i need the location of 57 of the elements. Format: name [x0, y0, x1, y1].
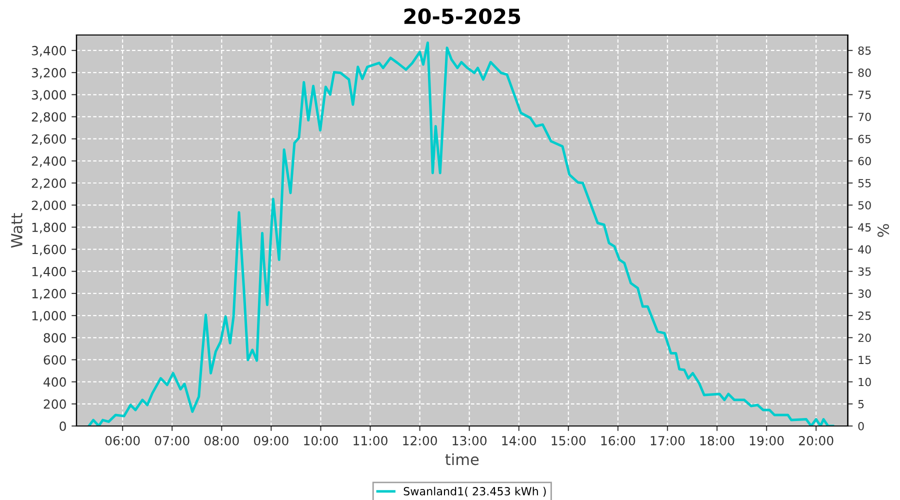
y2-tick-label: 60: [858, 156, 871, 166]
x-tick-label: 14:00: [502, 436, 536, 446]
y2-tick-label: 55: [858, 179, 871, 188]
y2-tick-label: 80: [858, 68, 871, 77]
x-tick-label: 13:00: [452, 436, 487, 446]
chart-title: 20-5-2025: [404, 8, 520, 24]
y-tick-label: 2,600: [32, 134, 66, 146]
y-tick-label: 1,400: [32, 266, 66, 278]
x-tick-label: 11:00: [354, 436, 388, 446]
y-tick-label: 3,200: [32, 68, 66, 79]
y-tick-label: 400: [44, 377, 66, 387]
y-tick-label: 1,200: [32, 288, 66, 300]
y2-tick-label: 20: [858, 334, 871, 342]
y-tick-label: 600: [44, 355, 66, 365]
x-tick-label: 16:00: [601, 436, 636, 446]
line-series: [88, 41, 834, 426]
y-tick-label: 0: [60, 421, 66, 431]
x-tick-label: 15:00: [552, 436, 586, 446]
y2-tick-label: 10: [858, 378, 871, 386]
y2-tick-label: 50: [858, 201, 871, 210]
y2-tick-label: 0: [858, 422, 864, 430]
x-tick-label: 06:00: [105, 436, 140, 446]
y-tick-label: 1,600: [32, 244, 66, 256]
x-axis-title: time: [445, 453, 479, 466]
y2-tick-label: 65: [858, 134, 871, 144]
y2-tick-label: 85: [858, 46, 871, 55]
y-tick-label: 2,000: [32, 200, 66, 212]
x-tick-label: 18:00: [700, 436, 734, 446]
y-tick-label: 1,000: [32, 311, 66, 322]
x-tick-label: 09:00: [254, 436, 288, 446]
x-tick-label: 12:00: [403, 436, 437, 446]
x-tick-label: 17:00: [650, 436, 685, 446]
y-tick-label: 2,800: [32, 112, 66, 123]
x-tick-label: 08:00: [204, 436, 239, 446]
y2-tick-label: 5: [858, 400, 864, 408]
y-tick-label: 3,400: [32, 46, 66, 57]
x-tick-label: 19:00: [750, 436, 784, 446]
y2-tick-label: 40: [858, 245, 871, 254]
y2-tick-label: 25: [858, 312, 871, 320]
y2-tick-label: 45: [858, 223, 871, 232]
y-tick-label: 200: [44, 399, 66, 409]
x-tick-label: 07:00: [154, 436, 190, 446]
y2-tick-label: 75: [858, 90, 871, 100]
y2-tick-label: 30: [858, 289, 871, 298]
y2-tick-label: 15: [858, 356, 871, 364]
y-tick-label: 3,000: [32, 90, 66, 101]
y-axis-title: Watt: [11, 213, 22, 248]
y-tick-label: 800: [44, 333, 66, 343]
legend-label: Swanland1( 23.453 kWh ): [404, 486, 546, 497]
y2-axis-title: %: [877, 224, 890, 237]
y-tick-label: 2,200: [32, 178, 66, 190]
y2-tick-label: 35: [858, 267, 871, 276]
y-tick-label: 2,400: [32, 156, 66, 168]
x-tick-label: 20:00: [799, 436, 834, 446]
y-tick-label: 1,800: [32, 222, 66, 234]
x-tick-label: 10:00: [304, 436, 338, 446]
y2-tick-label: 70: [858, 112, 871, 122]
